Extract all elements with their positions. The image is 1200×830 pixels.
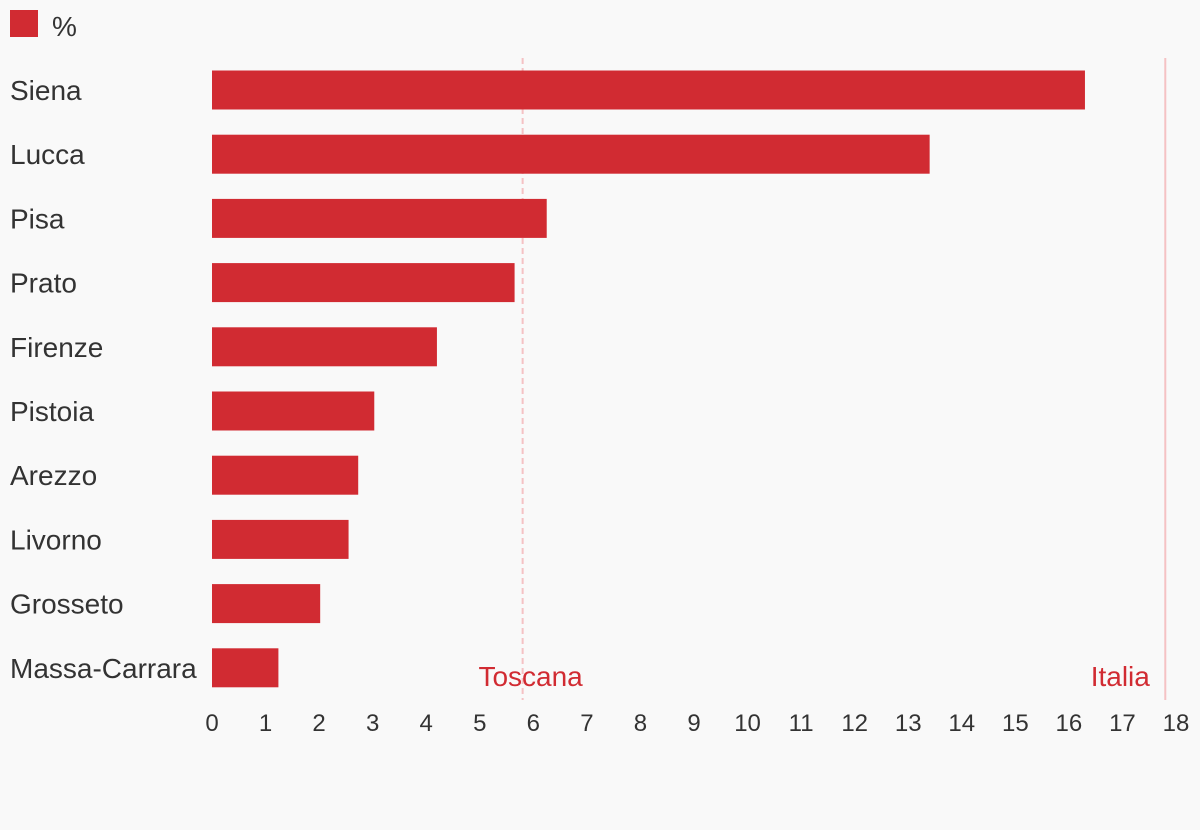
x-tick-label: 9 <box>687 710 700 737</box>
bar-prato <box>212 263 515 303</box>
x-tick-label: 14 <box>948 710 975 737</box>
x-tick-label: 10 <box>734 710 761 737</box>
bar-arezzo <box>212 455 359 495</box>
bar-pistoia <box>212 391 375 431</box>
x-tick-label: 16 <box>1056 710 1083 737</box>
category-label: Lucca <box>10 139 85 170</box>
x-tick-label: 18 <box>1163 710 1190 737</box>
bars <box>212 70 1085 688</box>
bar-livorno <box>212 519 349 559</box>
x-tick-label: 6 <box>527 710 540 737</box>
bar-firenze <box>212 327 437 367</box>
reference-label-italia: Italia <box>1091 661 1151 692</box>
x-tick-label: 15 <box>1002 710 1029 737</box>
x-tick-label: 5 <box>473 710 486 737</box>
category-labels: Siena Lucca Pisa Prato Firenze Pistoia Arezzo L… <box>10 75 197 684</box>
category-label: Siena <box>10 75 82 106</box>
bar-siena <box>212 70 1085 110</box>
category-label: Grosseto <box>10 589 124 620</box>
reference-label-toscana: Toscana <box>478 661 583 692</box>
x-tick-label: 11 <box>789 710 814 737</box>
reference-lines <box>521 58 1167 700</box>
x-tick-label: 3 <box>366 710 379 737</box>
category-label: Firenze <box>10 332 103 363</box>
category-label: Livorno <box>10 524 102 555</box>
x-tick-label: 4 <box>420 710 433 737</box>
x-tick-label: 17 <box>1109 710 1136 737</box>
x-tick-label: 0 <box>205 710 218 737</box>
bar-grosseto <box>212 584 321 624</box>
x-tick-label: 1 <box>259 710 272 737</box>
category-label: Arezzo <box>10 460 97 491</box>
x-tick-label: 2 <box>312 710 325 737</box>
category-label: Massa-Carrara <box>10 653 197 684</box>
category-label: Pistoia <box>10 396 94 427</box>
category-label: Pisa <box>10 203 65 234</box>
bar-lucca <box>212 134 930 174</box>
bar-pisa <box>212 198 547 238</box>
legend: % <box>10 10 77 42</box>
legend-label: % <box>52 11 77 42</box>
x-tick-label: 13 <box>895 710 922 737</box>
x-tick-label: 12 <box>841 710 868 737</box>
x-axis-tick-labels: 0 1 2 3 4 5 6 7 8 9 10 11 12 13 14 15 16 17 18 <box>205 710 1189 737</box>
category-label: Prato <box>10 268 77 299</box>
reference-labels: Toscana Italia <box>478 661 1150 692</box>
x-tick-label: 8 <box>634 710 647 737</box>
bar-massa-carrara <box>212 648 279 688</box>
legend-swatch <box>10 10 38 37</box>
x-tick-label: 7 <box>580 710 593 737</box>
